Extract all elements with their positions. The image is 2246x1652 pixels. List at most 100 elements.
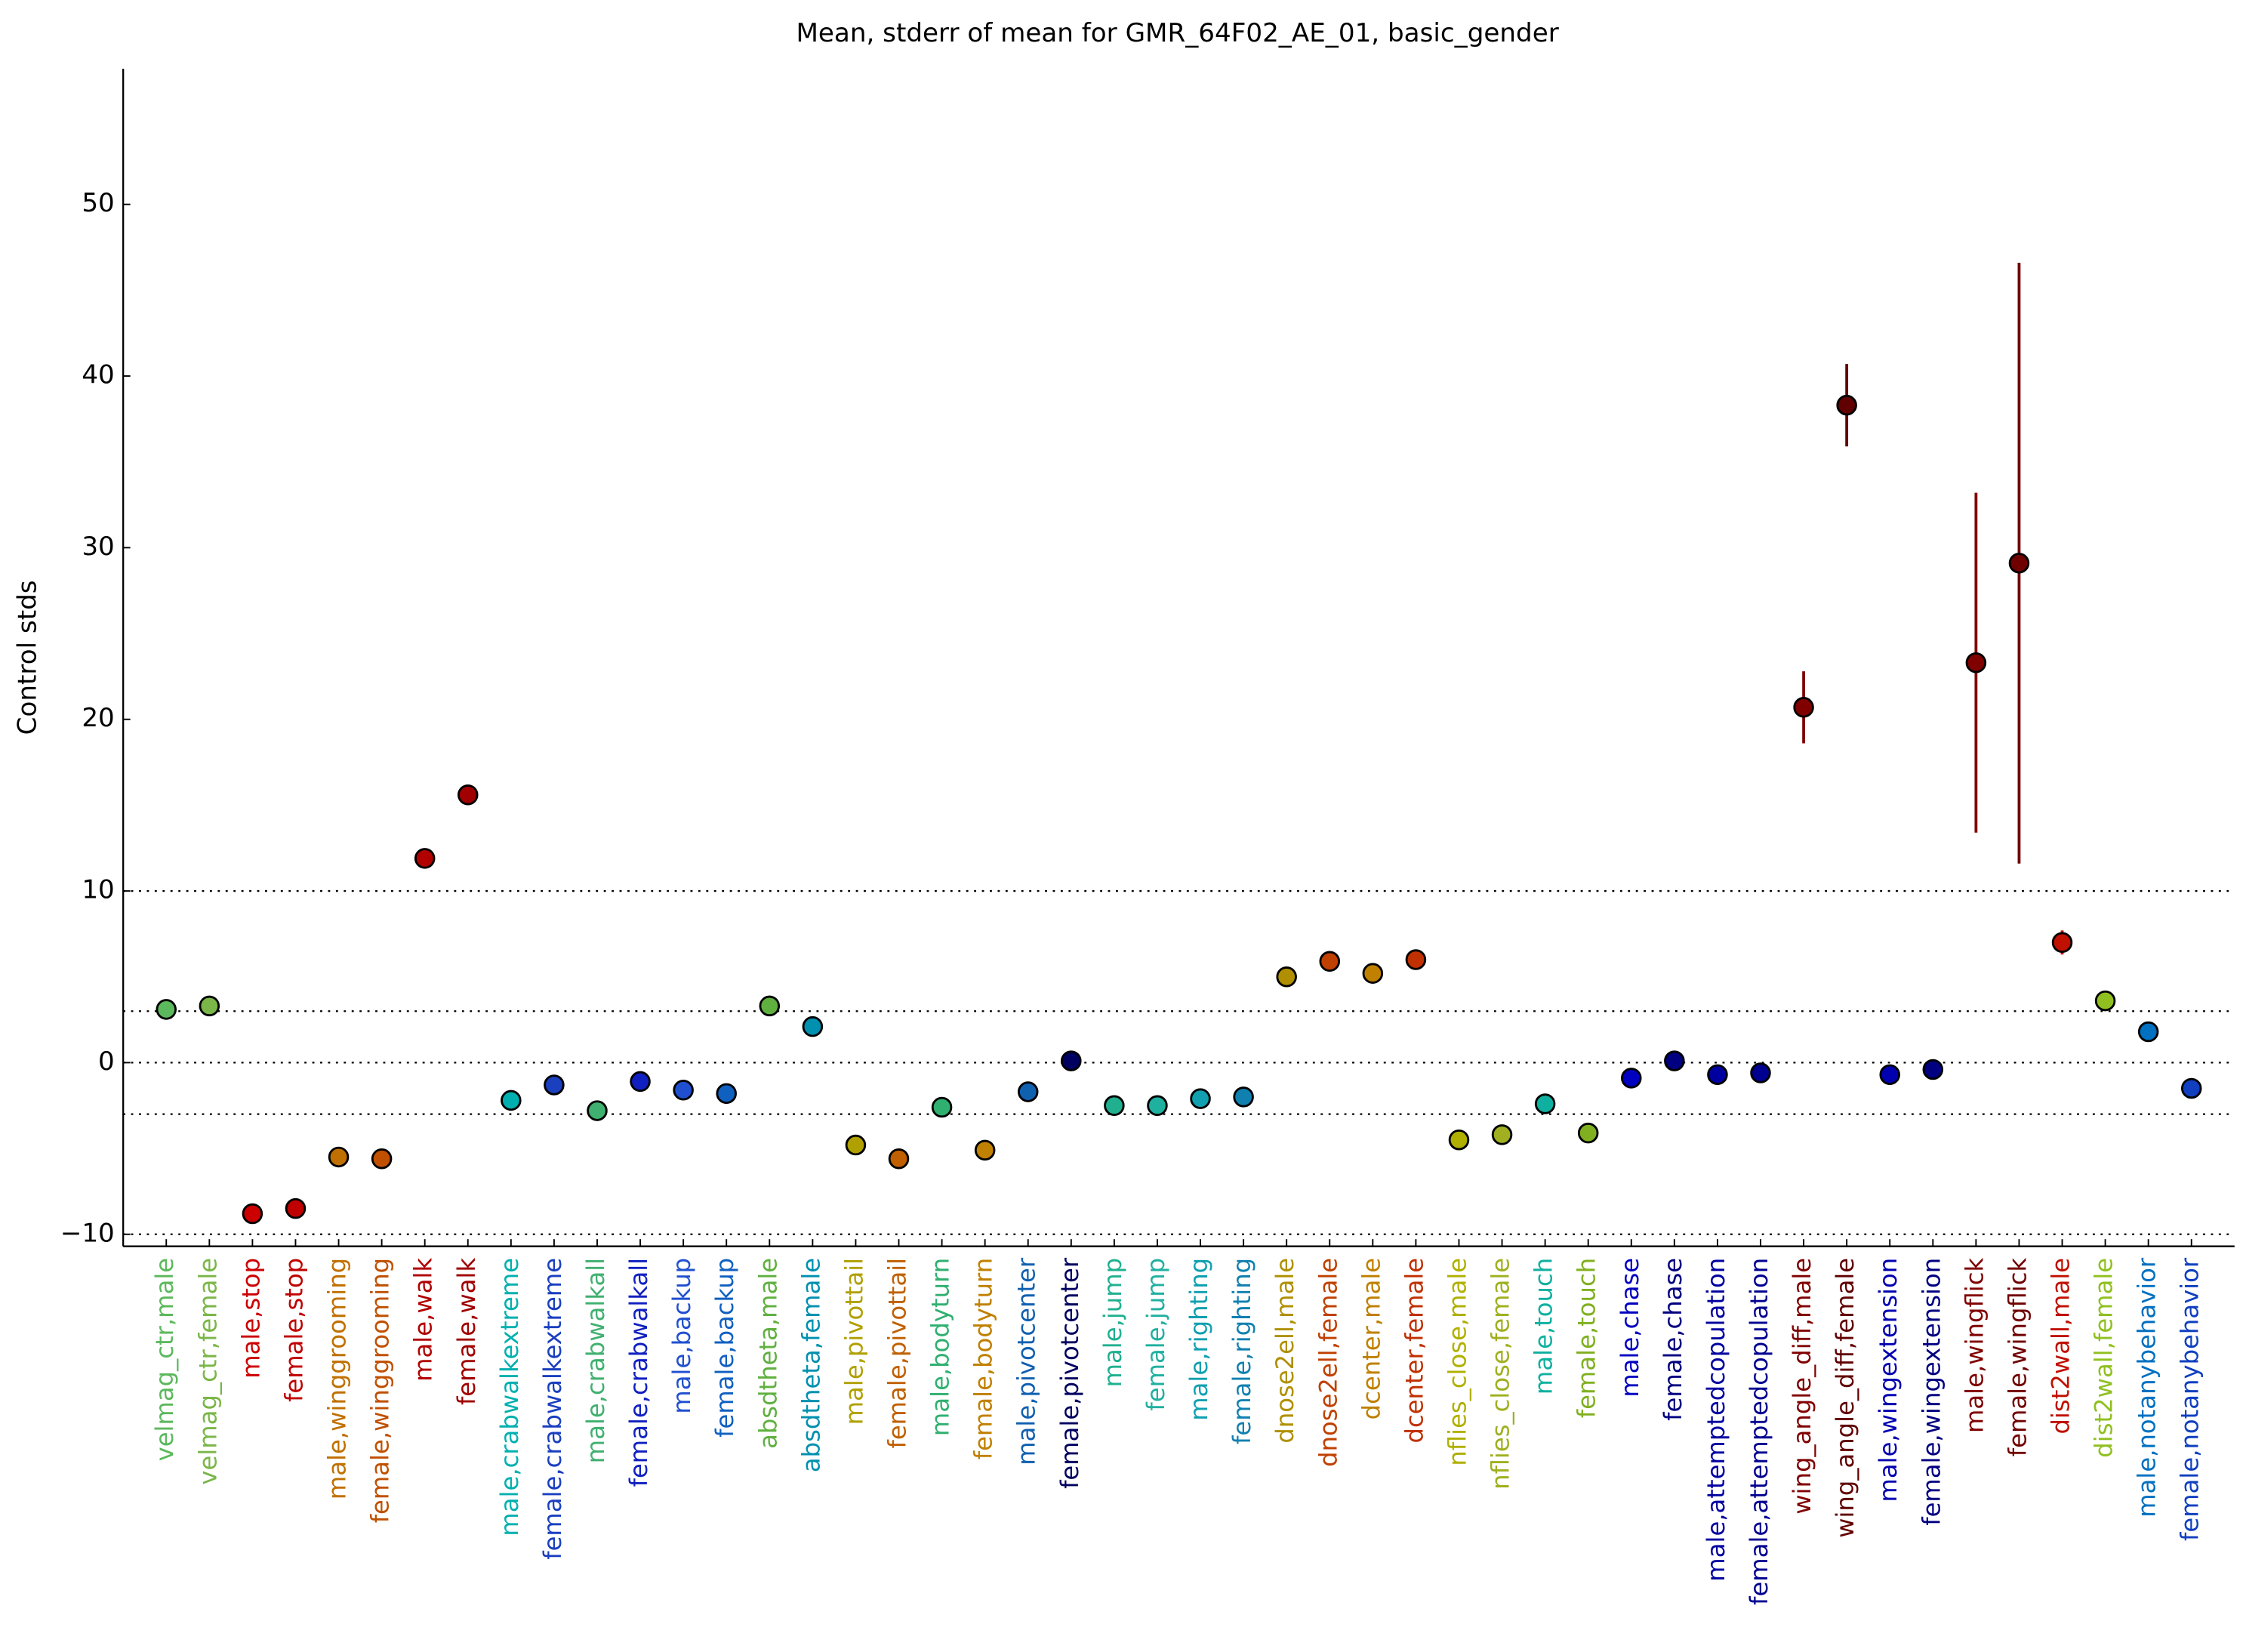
x-tick-label: male,pivotcenter <box>1012 1257 1041 1466</box>
x-tick-label: female,crabwalkall <box>624 1258 653 1487</box>
mean-marker <box>802 1016 824 1037</box>
x-tick-label: female,wingflick <box>2003 1258 2032 1457</box>
x-tick-label: male,jump <box>1098 1258 1127 1388</box>
x-tick-label: female,wingextension <box>1917 1258 1946 1526</box>
x-tick-label: female,walk <box>452 1258 481 1406</box>
mean-marker <box>1836 394 1857 416</box>
y-tick-label: 50 <box>82 188 114 218</box>
x-tick-label: male,righting <box>1185 1258 1213 1421</box>
mean-marker <box>1879 1064 1900 1086</box>
mean-marker <box>1061 1050 1082 1071</box>
x-tick-label: male,notanybehavior <box>2133 1257 2161 1518</box>
x-tick-label: male,crabwalkall <box>581 1258 610 1463</box>
mean-marker <box>673 1080 694 1101</box>
x-tick-label: dist2wall,male <box>2047 1258 2075 1435</box>
x-tick-label: nflies_close,female <box>1487 1258 1515 1490</box>
x-tick-label: dist2wall,female <box>2090 1258 2118 1458</box>
x-tick-label: female,jump <box>1141 1258 1170 1411</box>
mean-marker <box>716 1083 737 1105</box>
x-tick-label: male,stop <box>236 1258 265 1379</box>
x-tick-label: female,attemptedcopulation <box>1745 1258 1773 1605</box>
mean-marker <box>2094 990 2116 1012</box>
x-tick-label: dcenter,male <box>1357 1258 1385 1419</box>
x-tick-label: absdtheta,female <box>796 1258 825 1472</box>
x-tick-label: male,walk <box>409 1258 438 1382</box>
x-tick-label: male,backup <box>667 1258 696 1414</box>
x-tick-label: male,attemptedcopulation <box>1702 1258 1730 1582</box>
x-tick-label: female,pivotcenter <box>1055 1257 1084 1489</box>
mean-marker <box>1233 1086 1254 1108</box>
mean-marker <box>156 999 177 1020</box>
mean-marker <box>845 1134 867 1156</box>
x-tick-label: female,righting <box>1228 1258 1256 1444</box>
chart-title: Mean, stderr of mean for GMR_64F02_AE_01… <box>796 18 1559 48</box>
x-tick-label: velmag_ctr,female <box>193 1258 222 1485</box>
mean-marker <box>1750 1062 1771 1083</box>
mean-marker <box>285 1197 307 1219</box>
mean-marker <box>1017 1081 1039 1102</box>
mean-marker <box>1448 1129 1470 1151</box>
y-tick-label: 40 <box>82 360 114 390</box>
x-tick-label: dnose2ell,male <box>1271 1258 1299 1444</box>
mean-marker <box>2051 932 2073 954</box>
mean-marker <box>544 1074 565 1096</box>
mean-marker <box>630 1071 651 1093</box>
x-tick-label: female,backup <box>710 1258 739 1438</box>
mean-marker <box>1491 1124 1513 1145</box>
mean-marker <box>2180 1077 2202 1099</box>
x-tick-label: male,chase <box>1616 1258 1644 1398</box>
y-tick-label: −10 <box>60 1218 115 1248</box>
x-tick-label: absdtheta,male <box>753 1258 782 1449</box>
x-tick-label: female,pivottail <box>883 1258 912 1449</box>
x-tick-label: male,pivottail <box>840 1258 868 1425</box>
mean-marker <box>759 995 781 1017</box>
x-tick-label: velmag_ctr,male <box>150 1258 179 1462</box>
mean-marker <box>1319 951 1341 972</box>
mean-marker <box>458 784 479 806</box>
x-tick-label: female,chase <box>1659 1258 1687 1421</box>
mean-marker <box>1664 1050 1685 1071</box>
x-tick-label: female,crabwalkextreme <box>538 1258 567 1560</box>
y-tick-label: 10 <box>82 875 114 905</box>
mean-marker <box>371 1148 393 1170</box>
x-tick-label: female,winggrooming <box>366 1258 395 1523</box>
x-tick-label: male,crabwalkextreme <box>495 1258 524 1536</box>
mean-marker <box>974 1139 996 1161</box>
x-tick-label: female,notanybehavior <box>2176 1257 2204 1541</box>
mean-marker <box>1965 652 1987 673</box>
y-tick-label: 30 <box>82 532 114 562</box>
mean-marker <box>501 1090 522 1111</box>
mean-marker <box>2137 1021 2159 1043</box>
mean-marker <box>1922 1059 1944 1080</box>
x-tick-label: female,stop <box>279 1258 308 1402</box>
mean-marker <box>1577 1122 1599 1144</box>
x-tick-label: male,touch <box>1530 1258 1558 1395</box>
mean-marker <box>931 1096 953 1118</box>
mean-marker <box>1621 1068 1642 1089</box>
mean-marker <box>1707 1064 1728 1086</box>
x-tick-label: male,wingextension <box>1874 1258 1902 1503</box>
mean-marker <box>1793 697 1814 718</box>
mean-marker <box>242 1203 263 1225</box>
x-tick-label: male,bodyturn <box>926 1258 955 1436</box>
x-tick-label: female,bodyturn <box>969 1258 998 1459</box>
mean-marker <box>2008 553 2030 574</box>
y-axis-label: Control stds <box>12 580 42 735</box>
mean-marker <box>1104 1095 1125 1117</box>
mean-marker <box>1190 1088 1211 1109</box>
x-tick-label: female,touch <box>1573 1258 1601 1418</box>
y-tick-label: 20 <box>82 703 114 733</box>
mean-marker <box>199 995 220 1017</box>
x-tick-label: male,winggrooming <box>323 1258 352 1499</box>
x-tick-label: male,wingflick <box>1960 1258 1989 1433</box>
mean-marker <box>1405 949 1427 970</box>
x-tick-label: wing_angle_diff,male <box>1788 1258 1816 1515</box>
x-tick-label: dcenter,female <box>1400 1258 1428 1444</box>
x-tick-label: dnose2ell,female <box>1314 1258 1342 1467</box>
y-tick-label: 0 <box>98 1046 115 1077</box>
mean-marker <box>587 1100 608 1121</box>
mean-marker <box>328 1146 350 1168</box>
mean-marker <box>414 848 436 869</box>
